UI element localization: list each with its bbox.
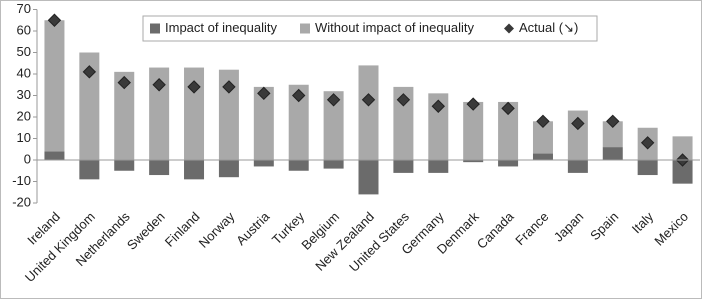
y-tick-label: 70 (17, 1, 31, 16)
legend-swatch (300, 23, 310, 34)
legend-label: Actual (↘) (519, 20, 578, 35)
bar-segment (218, 69, 239, 160)
bar-segment (218, 160, 239, 178)
bar-segment (463, 160, 484, 163)
bar-segment (253, 160, 274, 167)
marker (431, 99, 445, 113)
y-tick-label: 20 (17, 108, 31, 123)
bar-segment (184, 67, 205, 160)
legend-label: Without impact of inequality (315, 20, 474, 35)
marker (396, 93, 411, 107)
bar-segment (498, 101, 519, 160)
y-tick-label: -20 (12, 194, 31, 209)
bar-segment (114, 160, 135, 171)
marker (466, 97, 480, 111)
y-tick-label: 50 (17, 44, 31, 59)
marker (361, 93, 376, 107)
marker (47, 13, 62, 27)
marker (292, 88, 306, 103)
bar-segment (288, 160, 309, 171)
legend-swatch (150, 23, 160, 34)
y-tick-label: -10 (12, 173, 31, 188)
legend-box (142, 15, 598, 42)
bar-segment (393, 160, 414, 173)
bar-segment (358, 65, 379, 160)
bar-segment (463, 101, 484, 160)
bar-segment (79, 52, 100, 160)
legend-marker (504, 23, 514, 34)
y-tick-label: 0 (24, 151, 31, 166)
marker (222, 80, 236, 94)
marker (606, 114, 620, 129)
bar-segment (428, 93, 449, 160)
marker (257, 86, 271, 101)
bar-segment (428, 160, 449, 173)
bar-segment (44, 151, 65, 160)
bar-segment (114, 71, 135, 160)
bar-segment (567, 160, 588, 173)
marker (326, 93, 341, 107)
marker (187, 80, 201, 94)
bar-segment (672, 136, 693, 160)
bar-segment (602, 121, 623, 148)
bar-segment (602, 147, 623, 160)
marker (82, 65, 97, 79)
marker (571, 116, 585, 131)
bar-segment (149, 67, 170, 160)
y-tick-label: 40 (17, 65, 31, 80)
y-tick-label: 30 (17, 87, 31, 102)
bar-segment (532, 121, 553, 154)
bar-segment (253, 86, 274, 160)
y-tick-label: 10 (17, 130, 31, 145)
marker (117, 75, 131, 90)
y-tick-label: 60 (17, 22, 31, 37)
bar-segment (498, 160, 519, 167)
bar-segment (288, 84, 309, 160)
bar-segment (184, 160, 205, 180)
legend-label: Impact of inequality (165, 20, 278, 35)
bar-segment (637, 160, 658, 176)
bar-segment (323, 160, 344, 169)
marker (536, 114, 550, 129)
bar-segment (358, 160, 379, 195)
bar-segment (44, 20, 65, 152)
bar-segment (79, 160, 100, 180)
bar-segment (323, 91, 344, 160)
marker (501, 101, 515, 116)
marker (640, 136, 655, 150)
bar-segment (532, 153, 553, 160)
bar-segment (393, 86, 414, 160)
marker (152, 78, 166, 92)
bar-segment (672, 160, 693, 184)
bar-segment (149, 160, 170, 176)
